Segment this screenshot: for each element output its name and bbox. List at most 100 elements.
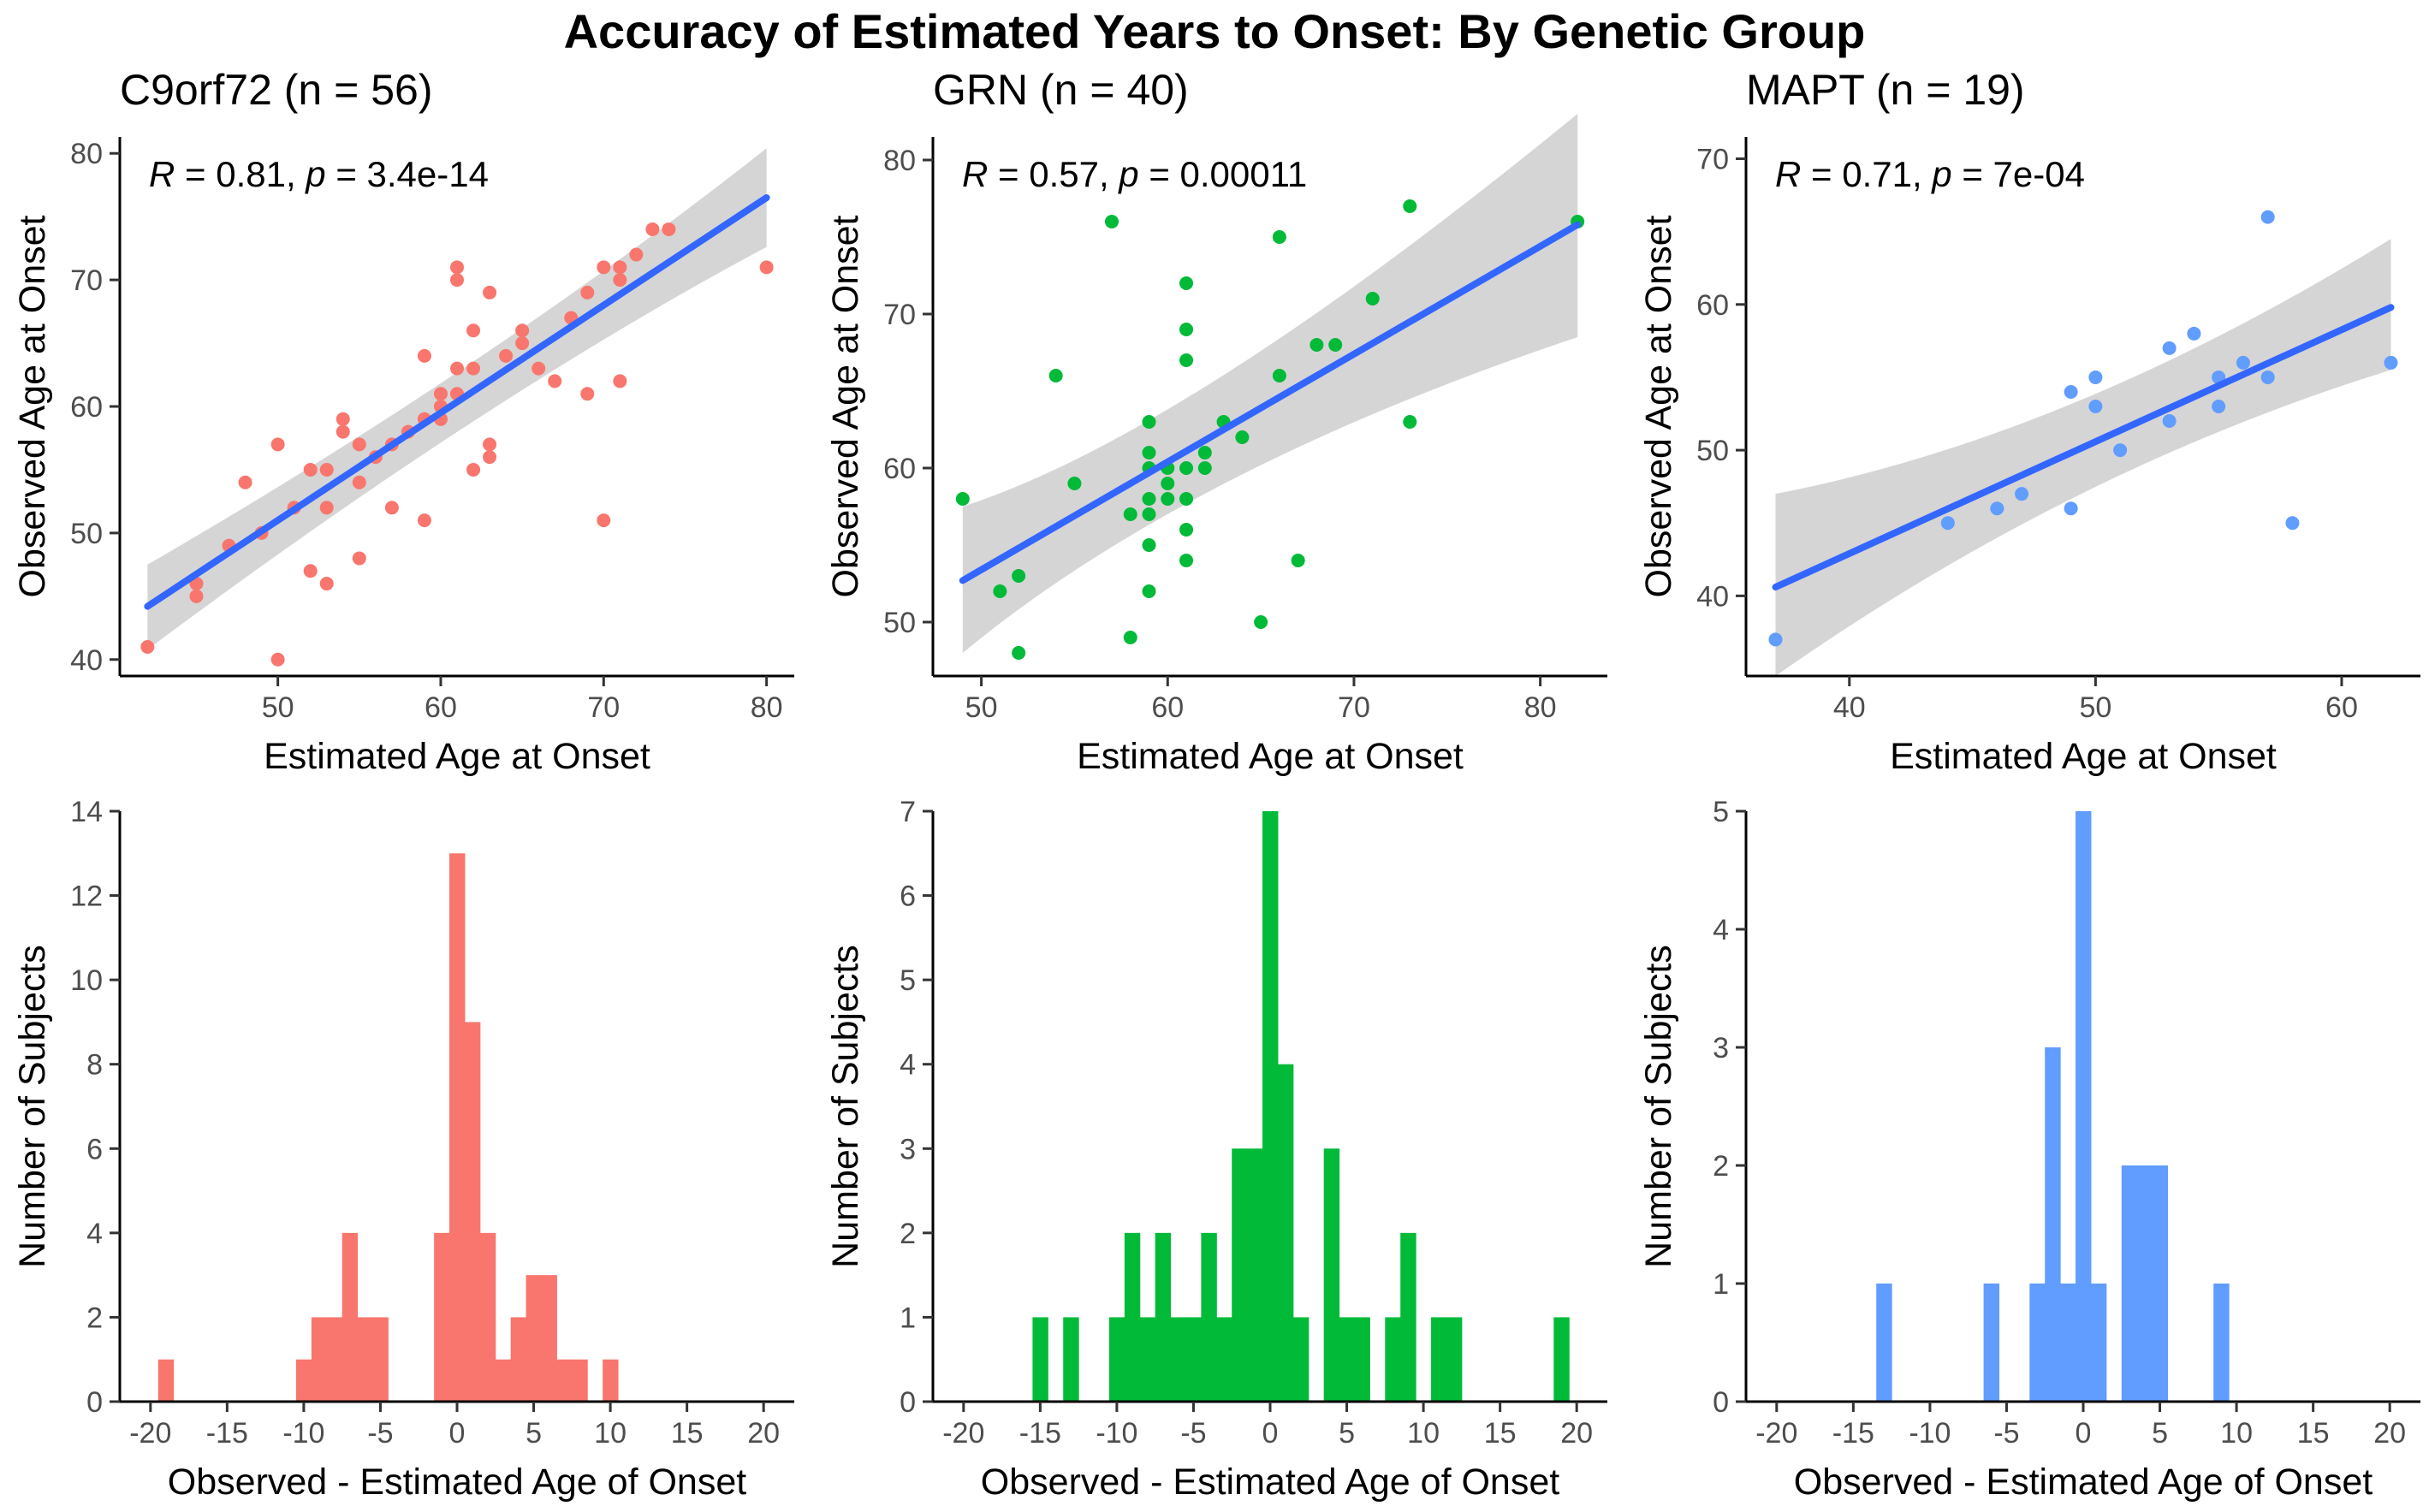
- data-point: [1403, 415, 1417, 429]
- histogram-bar: [157, 1359, 175, 1402]
- data-point: [2015, 487, 2029, 501]
- data-point: [2285, 516, 2300, 531]
- x-tick-label: -5: [1993, 1417, 2019, 1450]
- regression-line: [144, 193, 770, 610]
- y-tick-label: 2: [1713, 1150, 1729, 1183]
- histogram-bar: [495, 1359, 512, 1402]
- data-point: [2088, 370, 2103, 384]
- x-tick-label: 20: [747, 1417, 780, 1450]
- data-point: [1179, 554, 1194, 567]
- x-axis-label: Estimated Age at Onset: [264, 736, 650, 777]
- y-tick-label: 70: [883, 299, 916, 331]
- x-tick-label: 10: [2220, 1417, 2253, 1450]
- correlation-annotation: R = 0.81, p = 3.4e-14: [149, 154, 489, 194]
- figure-title: Accuracy of Estimated Years to Onset: By…: [564, 4, 1866, 58]
- histogram-bar: [357, 1317, 373, 1402]
- correlation-annotation: R = 0.71, p = 7e-04: [1775, 154, 2085, 194]
- x-tick-label: -20: [1755, 1417, 1797, 1450]
- x-tick-label: -15: [1019, 1417, 1061, 1450]
- y-tick-label: 8: [86, 1049, 103, 1082]
- data-point: [1179, 353, 1194, 367]
- data-point: [2187, 326, 2201, 341]
- data-point: [417, 348, 431, 363]
- data-point: [466, 462, 481, 477]
- data-point: [1310, 338, 1324, 352]
- histogram-bar: [1201, 1232, 1217, 1402]
- x-axis-label: Estimated Age at Onset: [1077, 736, 1464, 777]
- x-tick-label: -20: [129, 1417, 171, 1450]
- histogram-bar: [2152, 1165, 2168, 1402]
- histogram-bar: [311, 1317, 328, 1402]
- x-tick-label: -15: [206, 1417, 248, 1450]
- histogram-bar: [434, 1232, 450, 1402]
- x-tick-label: 50: [965, 691, 998, 724]
- y-tick-label: 80: [70, 138, 103, 170]
- data-point: [597, 513, 611, 528]
- y-tick-label: 4: [86, 1218, 103, 1250]
- data-point: [645, 222, 660, 236]
- data-point: [1123, 631, 1137, 644]
- data-point: [466, 361, 481, 376]
- x-tick-label: -10: [282, 1417, 324, 1450]
- regression-line: [959, 221, 1582, 584]
- data-point: [2113, 443, 2128, 458]
- data-point: [1197, 461, 1212, 475]
- x-tick-label: 0: [449, 1417, 466, 1450]
- x-tick-label: 5: [526, 1417, 542, 1450]
- data-point: [1179, 323, 1194, 336]
- data-point: [319, 577, 334, 591]
- histogram-bar: [2060, 1284, 2076, 1402]
- data-point: [483, 285, 497, 299]
- data-point: [2088, 400, 2103, 413]
- histogram-bar: [1170, 1317, 1186, 1402]
- histogram-bar: [1323, 1148, 1340, 1402]
- x-tick-label: 10: [1407, 1417, 1440, 1450]
- data-point: [1179, 523, 1194, 537]
- data-point: [1142, 507, 1156, 521]
- histogram-bar: [526, 1275, 542, 1402]
- x-tick-label: 5: [1339, 1417, 1355, 1450]
- data-point: [336, 424, 350, 439]
- histogram-bar: [1446, 1317, 1463, 1402]
- data-point: [189, 589, 204, 603]
- data-point: [1291, 554, 1305, 567]
- data-point: [1142, 538, 1156, 552]
- x-tick-label: 5: [2152, 1417, 2168, 1450]
- data-point: [270, 437, 285, 452]
- data-point: [1142, 492, 1156, 506]
- x-tick-label: 10: [594, 1417, 627, 1450]
- histogram-bar: [2213, 1284, 2230, 1402]
- data-point: [1142, 584, 1156, 598]
- data-point: [613, 260, 627, 275]
- data-point: [1179, 461, 1194, 475]
- data-point: [993, 584, 1007, 598]
- x-tick-label: 70: [1338, 691, 1370, 724]
- y-axis-label: Number of Subjects: [12, 945, 53, 1268]
- data-point: [450, 361, 464, 376]
- y-tick-label: 70: [1696, 144, 1729, 176]
- y-tick-label: 5: [1713, 796, 1729, 828]
- y-tick-label: 80: [883, 145, 916, 177]
- histogram-bar: [1262, 811, 1279, 1402]
- panel-title: C9orf72 (n = 56): [120, 66, 432, 114]
- y-tick-label: 60: [883, 453, 916, 485]
- y-tick-label: 3: [1713, 1032, 1729, 1064]
- data-point: [2162, 414, 2177, 429]
- data-point: [1179, 276, 1194, 290]
- y-axis-label: Number of Subjects: [825, 945, 866, 1268]
- data-point: [483, 450, 497, 465]
- y-tick-label: 7: [900, 796, 916, 828]
- data-point: [2162, 341, 2177, 355]
- data-point: [580, 285, 595, 299]
- y-tick-label: 12: [70, 881, 103, 913]
- histogram-bar: [1339, 1317, 1355, 1402]
- histogram-bar: [449, 853, 466, 1402]
- data-point: [483, 437, 497, 452]
- data-point: [955, 492, 970, 506]
- data-point: [1142, 446, 1156, 460]
- correlation-annotation: R = 0.57, p = 0.00011: [962, 154, 1307, 194]
- data-point: [140, 639, 155, 654]
- data-point: [1235, 430, 1250, 444]
- x-tick-label: 0: [2076, 1417, 2092, 1450]
